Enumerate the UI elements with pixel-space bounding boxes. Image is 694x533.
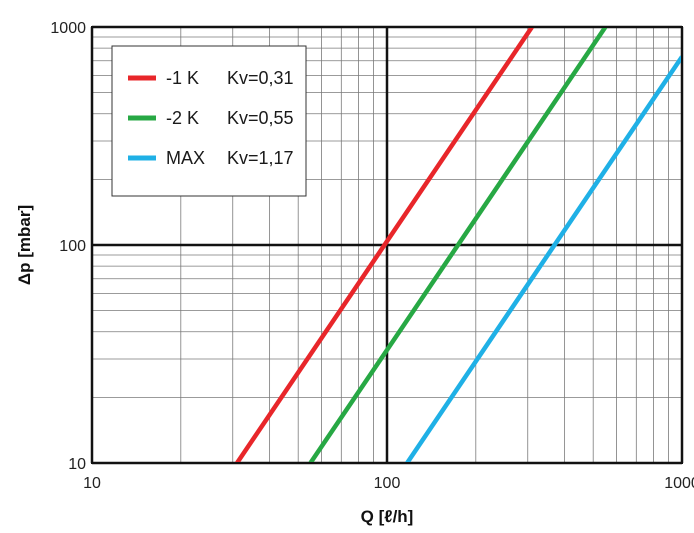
plot-frame [91,26,683,464]
legend-series-label: MAX [166,148,205,168]
y-tick-label: 1000 [50,20,86,37]
series-line-3 [405,55,682,463]
legend-kv-label: Kv=1,17 [227,148,294,168]
legend-kv-label: Kv=0,55 [227,108,294,128]
y-tick-label: 100 [59,238,86,255]
x-tick-label: 10 [83,475,101,492]
series-line-2 [308,27,608,463]
legend-series-label: -2 K [166,108,199,128]
y-ticks: 10 100 1000 [50,20,86,473]
y-tick-label: 10 [68,456,86,473]
legend-kv-label: Kv=0,31 [227,68,294,88]
legend-series-label: -1 K [166,68,199,88]
series-line-1 [235,27,534,463]
legend-box [111,45,307,197]
y-axis-title: Δp [mbar] [15,205,34,285]
legend-items: -1 K Kv=0,31 -2 K Kv=0,55 MAX Kv=1,17 [128,68,294,168]
x-tick-label: 100 [374,475,401,492]
x-axis-title: Q [ℓ/h] [361,507,414,526]
legend: -1 K Kv=0,31 -2 K Kv=0,55 MAX Kv=1,17 [111,45,307,197]
series-layer [235,27,682,463]
x-tick-label: 1000 [664,475,694,492]
x-ticks: 10 100 1000 [83,475,694,492]
